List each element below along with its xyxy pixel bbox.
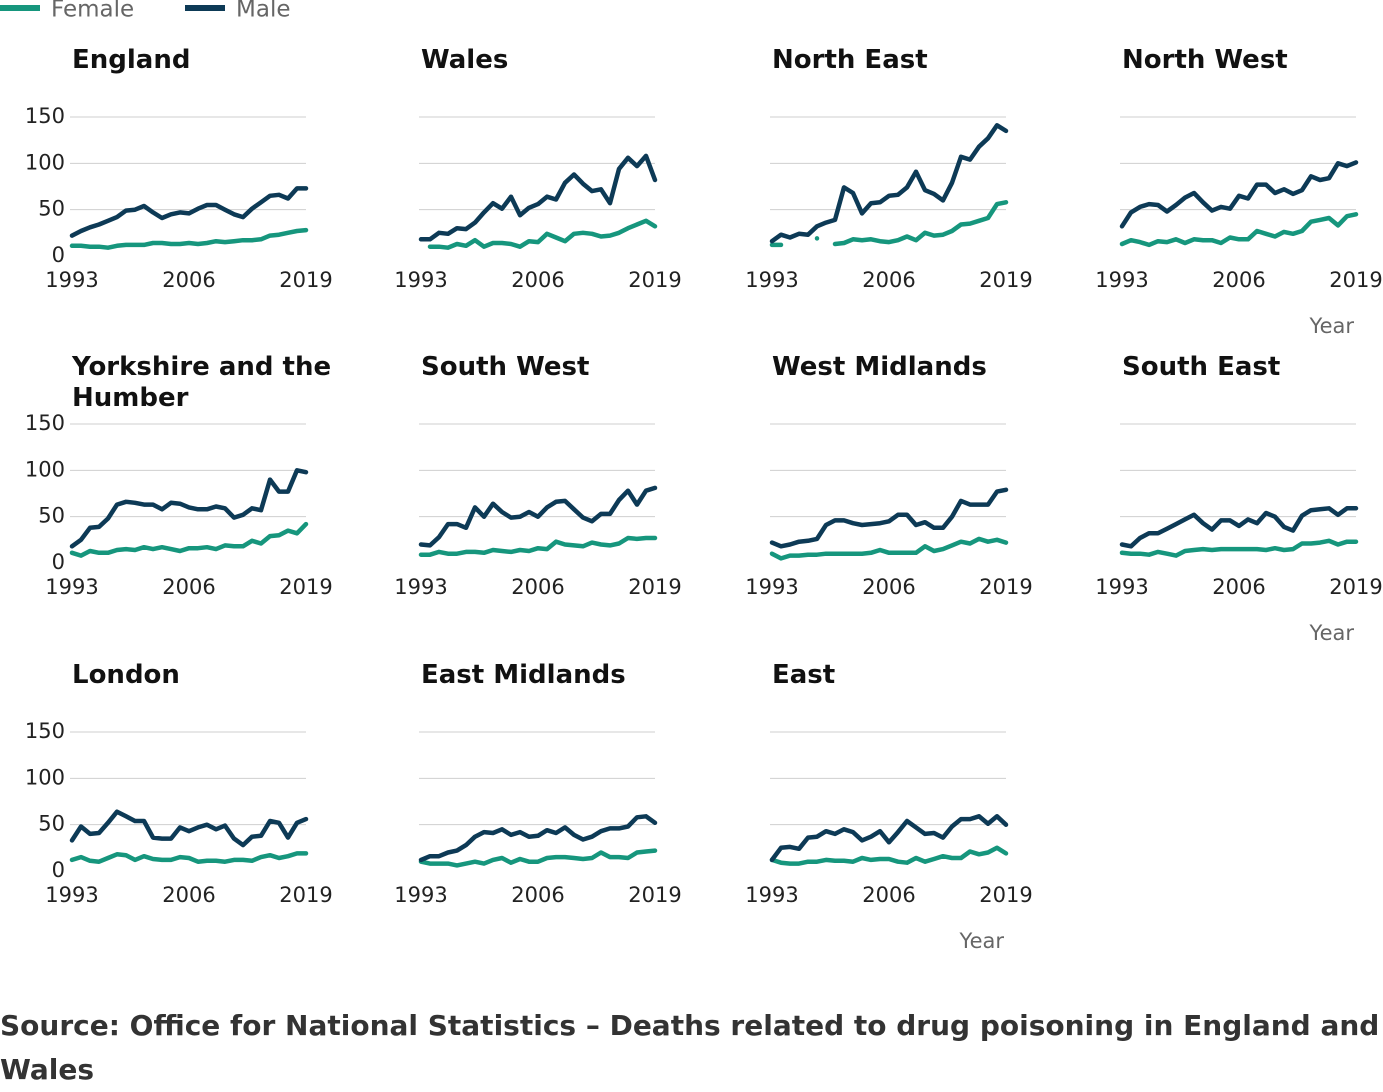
x-tick-label: 2019: [628, 883, 681, 907]
y-tick-label: 0: [52, 243, 65, 267]
x-tick-label: 2006: [1212, 575, 1265, 599]
series-line: [769, 123, 1009, 244]
x-tick-label: 1993: [745, 883, 798, 907]
series-line: [418, 485, 658, 548]
series-line: [418, 153, 658, 242]
panel-title: South East: [1122, 352, 1281, 382]
series-line: [69, 851, 309, 864]
series-line: [769, 536, 1009, 561]
x-axis-label: Year: [959, 929, 1005, 953]
series-line: [1119, 212, 1359, 248]
panel-title: Wales: [421, 45, 509, 75]
y-tick-label: 0: [52, 858, 65, 882]
series-line: [1119, 160, 1359, 229]
x-tick-label: 1993: [394, 575, 447, 599]
panel-title: East: [772, 660, 836, 690]
series-line: [418, 814, 658, 863]
y-tick-label: 50: [38, 504, 65, 528]
x-tick-label: 1993: [394, 883, 447, 907]
series-line: [427, 218, 658, 250]
x-tick-label: 1993: [45, 575, 98, 599]
series-line: [769, 814, 1009, 863]
y-tick-label: 150: [25, 411, 65, 435]
x-axis-label: Year: [1309, 314, 1355, 338]
x-tick-label: 2006: [862, 268, 915, 292]
series-line: [418, 535, 658, 557]
x-tick-label: 2006: [511, 268, 564, 292]
x-tick-label: 1993: [745, 268, 798, 292]
x-tick-label: 2006: [162, 268, 215, 292]
y-tick-label: 100: [25, 150, 65, 174]
x-tick-label: 2006: [511, 883, 564, 907]
x-tick-label: 2006: [862, 575, 915, 599]
panel-title: England: [72, 45, 191, 75]
panel-title: North East: [772, 45, 928, 75]
x-tick-label: 2019: [1329, 575, 1382, 599]
x-tick-label: 2019: [979, 575, 1032, 599]
x-tick-label: 2019: [1329, 268, 1382, 292]
panel-title: Yorkshire and the Humber: [72, 352, 332, 413]
x-tick-label: 2019: [628, 268, 681, 292]
series-line: [769, 487, 1009, 549]
panel-title: South West: [421, 352, 590, 382]
series-line: [769, 845, 1009, 866]
series-line: [69, 227, 309, 250]
x-tick-label: 1993: [45, 268, 98, 292]
y-tick-label: 50: [38, 197, 65, 221]
y-tick-label: 50: [38, 812, 65, 836]
x-tick-label: 2019: [279, 883, 332, 907]
x-tick-label: 2019: [979, 883, 1032, 907]
series-line: [69, 468, 309, 549]
panel-title: London: [72, 660, 180, 690]
x-tick-label: 1993: [45, 883, 98, 907]
series-line: [769, 200, 1009, 248]
x-tick-label: 2006: [162, 575, 215, 599]
y-tick-label: 0: [52, 550, 65, 574]
x-tick-label: 2019: [279, 268, 332, 292]
y-tick-label: 150: [25, 104, 65, 128]
x-tick-label: 1993: [394, 268, 447, 292]
series-line: [69, 186, 309, 238]
y-tick-label: 100: [25, 457, 65, 481]
series-line: [69, 521, 309, 558]
legend-label: Female: [51, 0, 134, 23]
series-line: [69, 809, 309, 848]
panel-title: North West: [1122, 45, 1288, 75]
x-axis-label: Year: [1309, 621, 1355, 645]
source-note: Source: Office for National Statistics –…: [0, 1009, 1380, 1086]
y-tick-label: 100: [25, 765, 65, 789]
x-tick-label: 1993: [1095, 268, 1148, 292]
series-line: [1119, 538, 1359, 558]
x-tick-label: 2006: [162, 883, 215, 907]
x-tick-label: 2019: [279, 575, 332, 599]
x-tick-label: 2006: [862, 883, 915, 907]
y-tick-label: 150: [25, 719, 65, 743]
series-line: [418, 848, 658, 868]
x-tick-label: 1993: [1095, 575, 1148, 599]
x-tick-label: 2006: [511, 575, 564, 599]
x-tick-label: 2019: [979, 268, 1032, 292]
x-tick-label: 2019: [628, 575, 681, 599]
panel-title: West Midlands: [772, 352, 987, 382]
small-multiples-chart: Female Male 0 50 100 150 1993 2006 2019 1993 2006 2…: [0, 0, 1383, 953]
x-tick-label: 1993: [745, 575, 798, 599]
legend-label: Male: [236, 0, 290, 23]
x-tick-label: 2006: [1212, 268, 1265, 292]
series-line: [1119, 506, 1359, 549]
panel-title: East Midlands: [421, 660, 626, 690]
